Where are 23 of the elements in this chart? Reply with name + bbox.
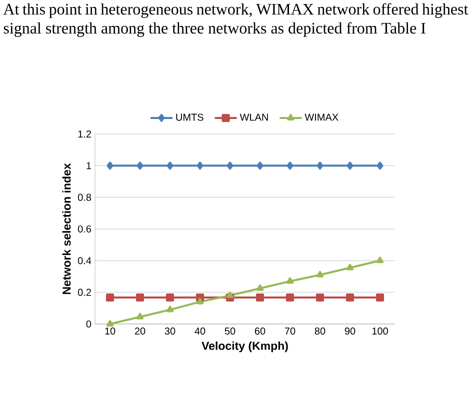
y-tick-label: 0.4 (78, 257, 92, 264)
legend-label: UMTS (176, 114, 204, 121)
x-tick-label: 10 (105, 328, 116, 335)
x-tick-label: 100 (372, 328, 388, 335)
x-tick-label: 40 (194, 328, 206, 335)
y-tick-label: 0.6 (78, 225, 92, 233)
y-tick-label: 0.2 (78, 288, 91, 296)
y-tick-label: 0.8 (78, 194, 92, 201)
x-tick-label: 60 (254, 328, 266, 335)
x-tick-label: 50 (224, 328, 236, 335)
y-tick-label: 1 (86, 162, 91, 170)
x-tick-label: 90 (344, 328, 356, 335)
legend-label: WLAN (240, 114, 268, 121)
x-tick-label: 80 (314, 328, 326, 335)
x-tick-label: 70 (284, 328, 296, 335)
text: At this point in heterogeneous network, WIMAX network offered highest signal strength among the three networks as depicted from Table I (3, 3, 468, 37)
x-axis-title: Velocity (Kmph) (202, 341, 288, 352)
y-tick-label: 1.2 (78, 130, 91, 138)
y-axis-title: Network selection index (62, 163, 71, 294)
y-tick-label: 0 (86, 320, 92, 328)
legend-label: WIMAX (304, 114, 338, 121)
x-tick-label: 30 (164, 328, 176, 335)
x-tick-label: 20 (134, 328, 146, 335)
